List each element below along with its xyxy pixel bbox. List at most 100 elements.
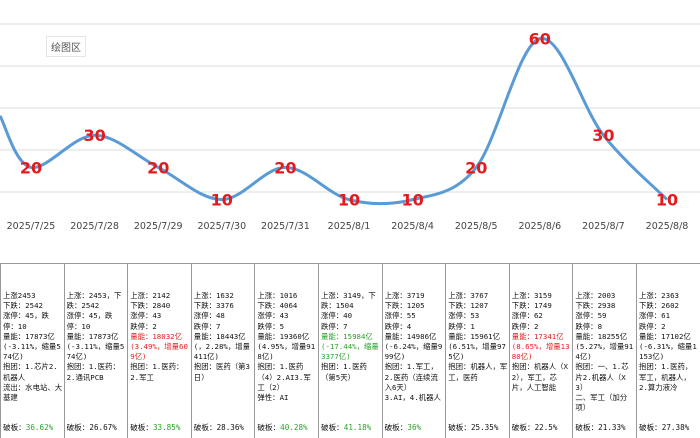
broken-label: 破板： xyxy=(639,423,662,432)
stats-text: 上涨2453 下跌：2542 涨停：45，跌停：10 xyxy=(3,291,49,331)
sector-text: 抱团：1.医药（4）2.AI3.军工（2） 弹性：AI xyxy=(257,362,311,403)
data-label: 30 xyxy=(83,126,105,145)
broken-rate: 破板：28.36% xyxy=(194,422,244,433)
stats-text: 上涨：3149，下跌：1504 涨停：40 跌停：7 xyxy=(321,291,376,331)
broken-pct: 27.38% xyxy=(661,423,690,432)
column-notes: 上涨：2003 下跌：2938 涨停：59 跌停：8 量能：18255亿(5.2… xyxy=(575,291,635,413)
broken-pct: 40.28% xyxy=(280,423,308,432)
notes-column: 上涨：3767 下跌：1207 涨停：53 跌停：1 量能：15961亿(6.5… xyxy=(445,264,509,438)
broken-rate: 破板：33.85% xyxy=(130,422,180,433)
volume-text: 量能：19360亿(4.95%，增量918亿) xyxy=(257,331,316,362)
stats-text: 上涨：2363 下跌：2602 涨停：61 跌停：2 xyxy=(639,291,679,331)
notes-column: 上涨：2142 下跌：2840 涨停：43 跌停：2 量能：18032亿(3.4… xyxy=(127,264,191,438)
stats-text: 上涨：1016 下跌：4064 涨停：43 跌停：5 xyxy=(257,291,298,331)
sector-text: 抱团：1.医药：2.通讯PCB xyxy=(66,362,120,382)
x-tick-label: 2025/7/31 xyxy=(261,221,310,232)
data-label: 20 xyxy=(147,158,169,177)
volume-text: 量能：15984亿(-17.44%，缩量3377亿) xyxy=(321,331,379,362)
sector-text: 抱团：1.医药：2.军工 xyxy=(130,362,184,382)
data-label: 60 xyxy=(529,30,551,49)
column-notes: 上涨：1016 下跌：4064 涨停：43 跌停：5 量能：19360亿(4.9… xyxy=(257,291,317,403)
column-notes: 上涨：3767 下跌：1207 涨停：53 跌停：1 量能：15961亿(6.5… xyxy=(448,291,508,383)
notes-table: 上涨2453 下跌：2542 涨停：45，跌停：10 量能：17873亿(-3.… xyxy=(0,264,700,438)
volume-text: 量能：17341亿(8.65%，增量1380亿) xyxy=(511,331,570,362)
column-notes: 上涨：3719 下跌：1205 涨停：55 跌停：4 量能：14986亿(-6.… xyxy=(385,291,445,403)
broken-rate: 破板：36.62% xyxy=(3,422,53,433)
x-tick-labels: 2025/7/25 2025/7/28 2025/7/29 2025/7/30 2025… xyxy=(7,221,689,232)
volume-text: 量能：18255亿(5.27%，增量914亿) xyxy=(575,331,634,362)
broken-pct: 28.36% xyxy=(216,423,245,432)
volume-text: 量能：17873亿(-3.11%，缩量574亿) xyxy=(3,331,61,362)
sector-text: 抱团：医药（第3日） xyxy=(193,362,250,382)
column-notes: 上涨2453 下跌：2542 涨停：45，跌停：10 量能：17873亿(-3.… xyxy=(3,291,63,403)
notes-column: 上涨：3149，下跌：1504 涨停：40 跌停：7 量能：15984亿(-17… xyxy=(318,264,382,438)
gridlines xyxy=(0,23,700,193)
broken-pct: 41.18% xyxy=(343,423,372,432)
broken-label: 破板： xyxy=(3,423,26,432)
broken-pct: 22.5% xyxy=(534,423,558,432)
broken-label: 破板： xyxy=(321,423,344,432)
stats-text: 上涨：3719 下跌：1205 涨停：55 跌停：4 xyxy=(384,291,425,331)
x-tick-label: 2025/8/7 xyxy=(582,221,625,232)
broken-label: 破板： xyxy=(193,423,217,432)
sector-text: 抱团：1.医药（第5天） xyxy=(321,362,367,382)
broken-label: 破板： xyxy=(130,423,153,432)
stats-text: 上涨：1632 下跌：3376 涨停：48 跌停：7 xyxy=(193,291,234,331)
table-top-border xyxy=(0,263,700,264)
volume-text: 量能：14986亿(-6.24%，缩量999亿) xyxy=(384,331,443,362)
volume-text: 量能：17102亿(-6.31%，缩量1153亿) xyxy=(639,331,697,362)
column-notes: 上涨：3159 下跌：1749 涨停：62 跌停：2 量能：17341亿(8.6… xyxy=(512,291,572,393)
x-tick-label: 2025/8/4 xyxy=(391,221,434,232)
broken-label: 破板： xyxy=(384,423,408,432)
broken-pct: 25.35% xyxy=(470,423,499,432)
volume-text: 量能：18443亿(，2.28%，增量411亿) xyxy=(193,331,251,362)
sector-text: 抱团：一、1.芯片2.机器人（X3） 二、军工（加分项） xyxy=(575,362,629,413)
x-tick-label: 2025/7/30 xyxy=(197,221,246,232)
broken-label: 破板： xyxy=(66,423,90,432)
column-notes: 上涨：2453，下跌：2542 涨停：45，跌停：10 量能：17873亿(-3… xyxy=(67,291,127,383)
column-notes: 上涨：2142 下跌：2840 涨停：43 跌停：2 量能：18032亿(3.4… xyxy=(130,291,190,383)
sector-text: 抱团：1.医药，军工，机器人，2.算力液冷 xyxy=(639,362,693,392)
series-line xyxy=(0,37,669,206)
x-tick-label: 2025/8/8 xyxy=(646,221,689,232)
x-tick-label: 2025/8/6 xyxy=(518,221,561,232)
x-tick-label: 2025/7/25 xyxy=(7,221,56,232)
notes-column: 上涨：2363 下跌：2602 涨停：61 跌停：2 量能：17102亿(-6.… xyxy=(636,264,700,438)
volume-text: 量能：17873亿(-3.11%，缩量574亿) xyxy=(66,331,125,362)
broken-rate: 破板：21.33% xyxy=(575,422,625,433)
notes-column: 上涨：2003 下跌：2938 涨停：59 跌停：8 量能：18255亿(5.2… xyxy=(572,264,636,438)
stats-text: 上涨：2003 下跌：2938 涨停：59 跌停：8 xyxy=(575,291,616,331)
broken-rate: 破板：22.5% xyxy=(512,422,558,433)
broken-label: 破板： xyxy=(257,423,281,432)
broken-rate: 破板：26.67% xyxy=(67,422,117,433)
broken-pct: 21.33% xyxy=(598,423,626,432)
sector-text: 抱团：1.芯片2.机器人 流出：水电站、大基建 xyxy=(3,362,63,403)
volume-text: 量能：15961亿(6.51%，增量975亿) xyxy=(448,331,506,362)
sector-text: 抱团：机器人（X2），军工，芯片，人工智能 xyxy=(511,362,568,392)
data-labels: 20 30 20 10 20 10 10 20 60 30 10 xyxy=(20,30,678,210)
data-label: 10 xyxy=(211,191,233,210)
broken-rate: 破板：40.28% xyxy=(257,422,307,433)
broken-label: 破板： xyxy=(511,423,535,432)
x-tick-label: 2025/7/28 xyxy=(70,221,119,232)
sector-text: 抱团：机器人，军工，医药 xyxy=(448,362,508,382)
data-label: 20 xyxy=(274,158,296,177)
notes-column: 上涨：1632 下跌：3376 涨停：48 跌停：7 量能：18443亿(，2.… xyxy=(190,264,255,438)
broken-rate: 破板：36% xyxy=(385,422,422,433)
notes-column: 上涨2453 下跌：2542 涨停：45，跌停：10 量能：17873亿(-3.… xyxy=(0,264,64,438)
notes-column: 上涨：1016 下跌：4064 涨停：43 跌停：5 量能：19360亿(4.9… xyxy=(254,264,318,438)
broken-pct: 36% xyxy=(407,423,422,432)
stats-text: 上涨：3159 下跌：1749 涨停：62 跌停：2 xyxy=(511,291,552,331)
data-label: 20 xyxy=(465,158,487,177)
column-notes: 上涨：3149，下跌：1504 涨停：40 跌停：7 量能：15984亿(-17… xyxy=(321,291,381,383)
column-notes: 上涨：1632 下跌：3376 涨停：48 跌停：7 量能：18443亿(，2.… xyxy=(194,291,254,383)
sector-text: 抱团：1.军工，2.医药（连续流入6天） 3.AI，4.机器人 xyxy=(384,362,441,403)
data-label: 10 xyxy=(401,191,423,210)
broken-label: 破板： xyxy=(448,423,471,432)
column-notes: 上涨：2363 下跌：2602 涨停：61 跌停：2 量能：17102亿(-6.… xyxy=(639,291,699,393)
notes-column: 上涨：3159 下跌：1749 涨停：62 跌停：2 量能：17341亿(8.6… xyxy=(508,264,573,438)
notes-column: 上涨：3719 下跌：1205 涨停：55 跌停：4 量能：14986亿(-6.… xyxy=(381,264,446,438)
broken-rate: 破板：25.35% xyxy=(448,422,498,433)
broken-rate: 破板：27.38% xyxy=(639,422,689,433)
